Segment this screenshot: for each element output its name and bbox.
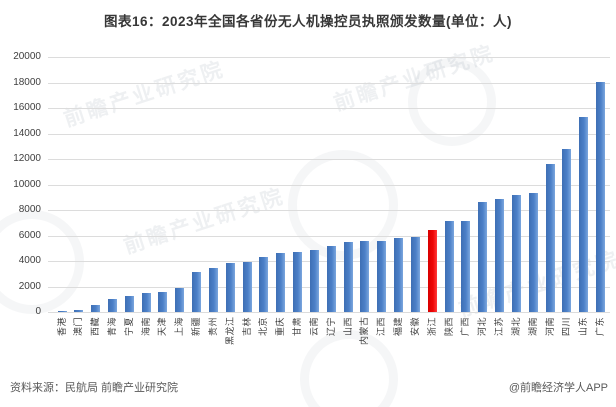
x-axis-tick-label: 贵州: [207, 316, 218, 336]
y-axis-tick-label: 6000: [18, 229, 41, 241]
x-axis-tick-label: 陕西: [443, 316, 454, 336]
watermark-text: 前瞻产业研究院: [331, 41, 498, 116]
gridline: [48, 82, 610, 84]
x-axis-tick-label: 浙江: [426, 316, 437, 336]
x-axis-tick-label: 天津: [157, 316, 168, 336]
bar-贵州: [208, 267, 218, 312]
x-axis-tick-label: 甘肃: [292, 316, 303, 336]
x-axis-tick-label: 山西: [342, 316, 353, 336]
bar-河南: [545, 164, 555, 312]
bar-澳门: [74, 310, 84, 312]
bar-广西: [461, 220, 471, 312]
gridline: [48, 312, 610, 313]
chart-title: 图表16：2023年全国各省份无人机操控员执照颁发数量(单位：人): [103, 14, 513, 29]
bar-宁夏: [124, 296, 134, 312]
y-axis-tick-label: 14000: [13, 127, 41, 139]
x-axis-tick-label: 江西: [376, 316, 387, 336]
bar-浙江: [427, 230, 437, 312]
x-axis-tick-label: 河北: [477, 316, 488, 336]
gridline: [48, 210, 610, 211]
x-axis-tick-label: 湖北: [510, 316, 521, 336]
bar-香港: [57, 310, 67, 312]
bar-河北: [478, 201, 488, 312]
bar-西藏: [91, 304, 101, 312]
y-axis-tick-label: 10000: [13, 178, 41, 190]
gridline: [48, 57, 610, 58]
y-axis-tick-label: 0: [35, 306, 41, 317]
bar-福建: [394, 238, 404, 312]
bar-海南: [141, 293, 151, 312]
bar-内蒙古: [360, 241, 370, 312]
watermark-text: 前瞻产业研究院: [121, 184, 288, 259]
x-axis-tick-label: 河南: [544, 316, 555, 336]
bar-江苏: [495, 199, 505, 312]
x-axis-tick-label: 福建: [393, 316, 404, 336]
bar-广东: [596, 81, 606, 312]
bar-辽宁: [326, 245, 336, 312]
x-axis-tick-label: 湖南: [527, 316, 538, 336]
app-credit: @前瞻经济学人APP: [508, 382, 608, 394]
bar-四川: [562, 148, 572, 312]
watermark-logo: [300, 330, 398, 407]
x-axis-tick-label: 宁夏: [123, 316, 134, 336]
x-axis-tick-label: 吉林: [241, 316, 252, 336]
x-axis-tick-label: 江苏: [494, 316, 505, 336]
bar-陕西: [444, 221, 454, 312]
bar-吉林: [242, 261, 252, 312]
bar-湖北: [511, 194, 521, 312]
x-axis-tick-label: 西藏: [90, 316, 101, 336]
x-axis-tick-label: 广西: [460, 316, 471, 336]
bar-安徽: [410, 237, 420, 312]
gridline: [48, 184, 610, 186]
bar-黑龙江: [225, 262, 235, 312]
y-axis-tick-label: 18000: [13, 76, 41, 88]
x-axis-tick-label: 海南: [140, 316, 151, 336]
y-axis-tick-label: 8000: [18, 204, 41, 215]
gridline: [48, 108, 610, 109]
watermark-text: 前瞻产业研究院: [61, 57, 228, 132]
source-note: 资料来源：民航局 前瞻产业研究院: [10, 382, 179, 394]
bar-湖南: [528, 192, 538, 312]
y-axis-tick-label: 4000: [18, 255, 41, 266]
bar-山西: [343, 241, 353, 312]
x-axis-tick-label: 上海: [174, 316, 185, 336]
bar-山东: [579, 116, 589, 312]
bar-江西: [377, 240, 387, 312]
y-axis-tick-label: 12000: [13, 153, 41, 164]
x-axis-tick-label: 澳门: [73, 316, 84, 336]
gridline: [48, 235, 610, 237]
bar-新疆: [192, 271, 202, 312]
bar-甘肃: [293, 252, 303, 312]
gridline: [48, 133, 610, 135]
y-axis-tick-label: 16000: [13, 102, 41, 113]
bar-重庆: [276, 252, 286, 312]
bar-天津: [158, 291, 168, 312]
x-axis-tick-label: 广东: [595, 316, 606, 336]
x-axis-tick-label: 四川: [561, 316, 572, 336]
bar-上海: [175, 287, 185, 312]
gridline: [48, 159, 610, 160]
x-axis-tick-label: 香港: [56, 316, 67, 336]
bar-云南: [309, 249, 319, 312]
x-axis-tick-label: 辽宁: [325, 316, 336, 336]
x-axis-tick-label: 内蒙古: [359, 316, 370, 345]
x-axis-tick-label: 山东: [578, 316, 589, 336]
x-axis-tick-label: 新疆: [191, 316, 202, 336]
bar-青海: [107, 299, 117, 312]
x-axis-tick-label: 北京: [258, 316, 269, 336]
y-axis-tick-label: 2000: [18, 280, 41, 292]
x-axis-tick-label: 安徽: [409, 316, 420, 336]
x-axis-tick-label: 重庆: [275, 316, 286, 336]
x-axis-tick-label: 青海: [106, 316, 117, 336]
x-axis-tick-label: 黑龙江: [224, 316, 235, 345]
x-axis-tick-label: 云南: [308, 316, 319, 336]
y-axis-tick-label: 20000: [13, 51, 41, 62]
bar-北京: [259, 257, 269, 312]
